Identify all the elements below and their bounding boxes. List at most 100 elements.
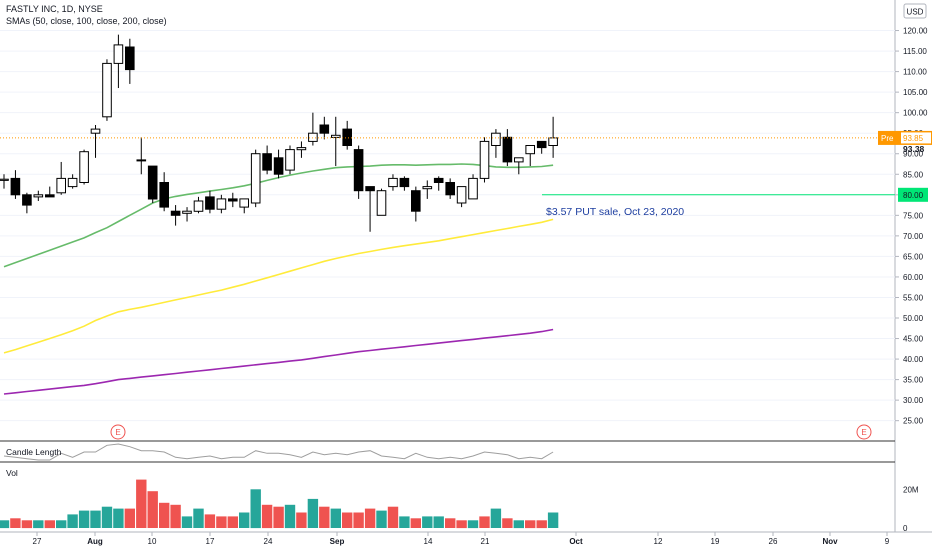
candle-down xyxy=(273,157,284,175)
price-tick-label: 100.00 xyxy=(903,109,928,118)
price-axis: 120.00115.00110.00105.00100.0095.0090.00… xyxy=(878,27,932,533)
candle-up xyxy=(479,140,490,179)
sma100-line xyxy=(3,218,554,354)
candle-down xyxy=(445,182,455,196)
put-price-badge-label: 80.00 xyxy=(903,191,924,200)
candle-length-label: Candle Length xyxy=(6,447,62,457)
date-tick-label: 27 xyxy=(33,537,42,546)
sma200-line xyxy=(3,328,554,395)
candle-up xyxy=(113,44,124,64)
candle-down xyxy=(228,198,238,202)
candle-down xyxy=(170,210,181,216)
candle-up xyxy=(468,177,478,200)
candle-down xyxy=(147,165,158,200)
volume-tick-label: 0 xyxy=(903,524,908,533)
volume-bar xyxy=(56,520,67,529)
candle-up xyxy=(331,134,341,138)
candle-down xyxy=(22,194,32,206)
price-tick-label: 25.00 xyxy=(903,417,924,426)
volume-bar xyxy=(547,512,559,528)
volume-bar xyxy=(399,516,410,528)
volume-bar xyxy=(353,512,364,528)
candle-up xyxy=(239,198,249,208)
candle-down xyxy=(10,177,21,196)
candle-down xyxy=(342,128,352,147)
candle-up xyxy=(491,132,501,146)
candle-up xyxy=(308,132,318,142)
volume-bar xyxy=(204,514,216,528)
candle-down xyxy=(125,46,135,71)
price-tick-label: 40.00 xyxy=(903,355,924,364)
volume-bar xyxy=(376,510,387,528)
volume-bar xyxy=(525,520,536,529)
candle-down xyxy=(319,124,330,134)
volume-bar xyxy=(181,516,193,528)
candle-up xyxy=(182,210,192,214)
currency-button[interactable] xyxy=(903,3,927,19)
candle-up xyxy=(296,147,307,151)
volume-bar xyxy=(21,520,33,529)
volume-bar xyxy=(284,504,296,529)
candle-down xyxy=(502,136,513,163)
volume-bar xyxy=(307,498,319,528)
sma-legend: SMAs (50, close, 100, close, 200, close) xyxy=(6,16,167,26)
earnings-marker[interactable] xyxy=(856,424,872,440)
volume-bar xyxy=(467,520,479,529)
candle-up xyxy=(422,186,433,190)
volume-bar xyxy=(445,518,456,528)
candle-up xyxy=(456,186,467,204)
earnings-marker-label: E xyxy=(861,428,866,437)
candle-up xyxy=(376,190,387,216)
candle-down xyxy=(365,186,375,192)
volume-bar xyxy=(170,504,181,529)
candle-down xyxy=(399,177,410,188)
candle-up xyxy=(193,200,204,212)
price-tick-label: 90.00 xyxy=(903,150,924,159)
volume-bar xyxy=(502,518,513,528)
date-tick-label: Aug xyxy=(87,537,103,546)
volume-bars xyxy=(0,479,559,529)
candle-up xyxy=(514,157,524,163)
price-tick-label: 105.00 xyxy=(903,88,928,97)
volume-bar xyxy=(456,520,467,529)
volume-bar xyxy=(387,506,399,528)
put-price-badge xyxy=(898,187,928,202)
volume-bar xyxy=(67,514,78,528)
candle-down xyxy=(45,194,55,198)
price-tick-label: 110.00 xyxy=(903,68,927,77)
volume-bar xyxy=(513,520,524,529)
volume-bar xyxy=(250,489,261,529)
candle-up xyxy=(136,159,147,162)
candle-up xyxy=(250,153,261,204)
candle-up xyxy=(56,177,67,194)
volume-bar xyxy=(78,510,90,528)
volume-bar xyxy=(136,479,147,528)
earnings-marker[interactable] xyxy=(110,424,126,440)
volume-bar xyxy=(90,510,101,528)
pre-badge-value-bg xyxy=(901,132,931,144)
price-tick-label: 75.00 xyxy=(903,211,924,220)
price-tick-label: 50.00 xyxy=(903,314,924,323)
volume-bar xyxy=(44,520,55,529)
volume-bar xyxy=(490,508,502,528)
volume-bar xyxy=(296,512,307,528)
volume-bar xyxy=(101,506,113,528)
candle-down xyxy=(411,190,421,212)
volume-bar xyxy=(536,520,547,529)
candle-up xyxy=(67,177,78,188)
candle-down xyxy=(159,182,169,208)
volume-bar xyxy=(10,518,21,528)
price-tick-label: 115.00 xyxy=(903,47,927,56)
price-tick-label: 30.00 xyxy=(903,396,924,405)
volume-bar xyxy=(147,491,158,528)
date-tick-label: Sep xyxy=(330,537,345,546)
volume-bar xyxy=(239,512,250,528)
candle-up xyxy=(33,194,44,198)
symbol-title: FASTLY INC, 1D, NYSE xyxy=(6,4,103,14)
volume-bar xyxy=(319,506,330,528)
price-tick-label: 45.00 xyxy=(903,335,924,344)
last-price-label: 93.38 xyxy=(903,144,925,154)
date-tick-label: 17 xyxy=(206,537,215,546)
